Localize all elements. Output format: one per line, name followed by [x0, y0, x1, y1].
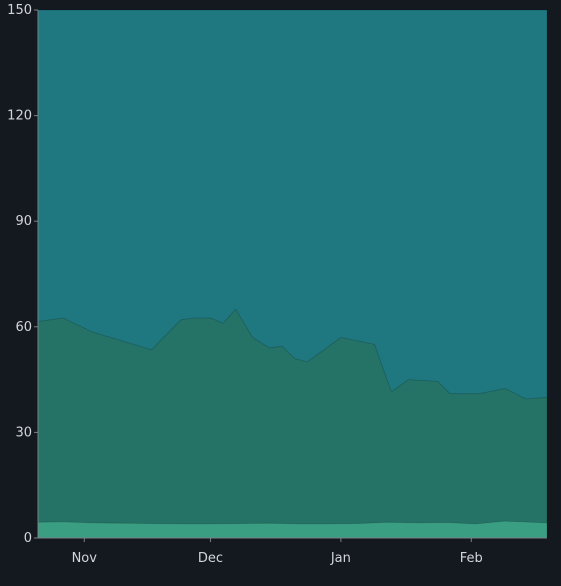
- y-tick-label: 0: [24, 531, 32, 546]
- area-series-bottom: [37, 520, 548, 539]
- y-tick-label: 120: [7, 109, 32, 124]
- y-axis: 0 30 60 90 120 150: [7, 3, 39, 546]
- x-tick-label: Jan: [330, 551, 351, 566]
- x-axis: Nov Dec Jan Feb: [38, 537, 547, 566]
- y-tick-label: 30: [15, 425, 32, 440]
- x-tick-label: Feb: [460, 551, 483, 566]
- y-tick-label: 150: [7, 3, 32, 18]
- y-tick-label: 90: [15, 214, 32, 229]
- y-tick-label: 60: [15, 320, 32, 335]
- area-series-middle: [37, 308, 548, 539]
- area-series-group: [37, 9, 548, 539]
- x-tick-label: Nov: [72, 551, 98, 566]
- x-tick-label: Dec: [198, 551, 223, 566]
